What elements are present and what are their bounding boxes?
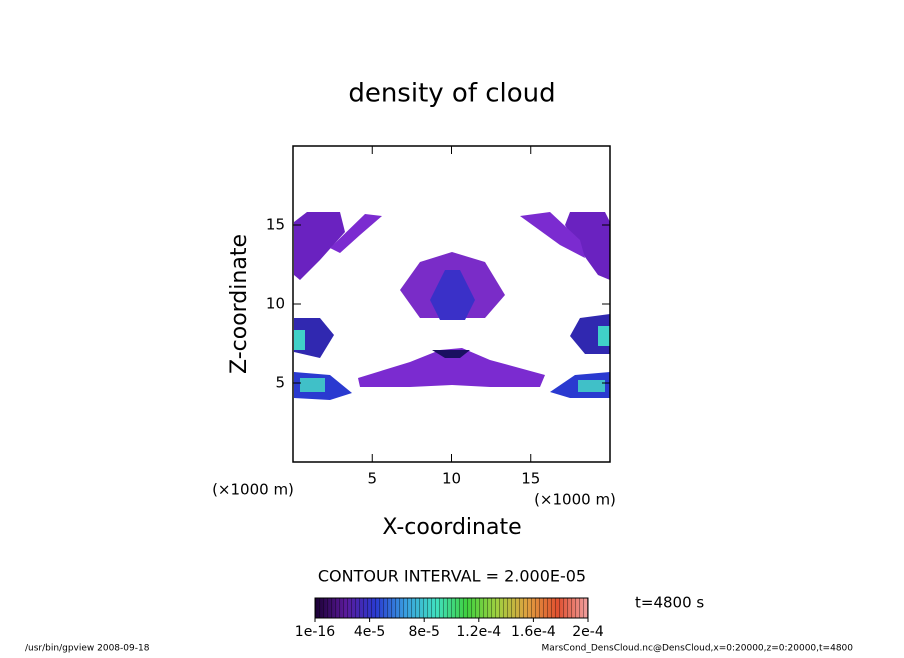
colorbar-tick-label: 1e-16 [295,624,335,640]
x-axis-label: X-coordinate [382,515,521,540]
colorbar-tick-label: 2e-4 [572,624,604,640]
time-label: t=4800 s [635,594,704,612]
footer-left: /usr/bin/gpview 2008-09-18 [25,644,150,654]
x-tick-label: 10 [442,470,461,488]
footer-right: MarsCond_DensCloud.nc@DensCloud,x=0:2000… [542,644,854,654]
contour-fill [294,212,610,400]
x-tick-label: 5 [367,470,377,488]
contour-interval: CONTOUR INTERVAL = 2.000E-05 [318,567,586,586]
colorbar-tick-label: 4e-5 [354,624,385,640]
colorbar-tick-label: 8e-5 [408,624,439,640]
y-axis-label: Z-coordinate [227,234,252,374]
x-unit: (×1000 m) [534,491,616,509]
colorbar-frame [314,597,589,619]
x-tick-label: 15 [521,470,540,488]
y-unit: (×1000 m) [212,481,294,499]
colorbar-tick-label: 1.6e-4 [511,624,556,640]
y-tick-label: 15 [266,216,285,234]
y-tick-label: 5 [275,374,285,392]
y-tick-label: 10 [266,295,285,313]
chart-title: density of cloud [348,79,555,109]
colorbar-tick-label: 1.2e-4 [456,624,501,640]
